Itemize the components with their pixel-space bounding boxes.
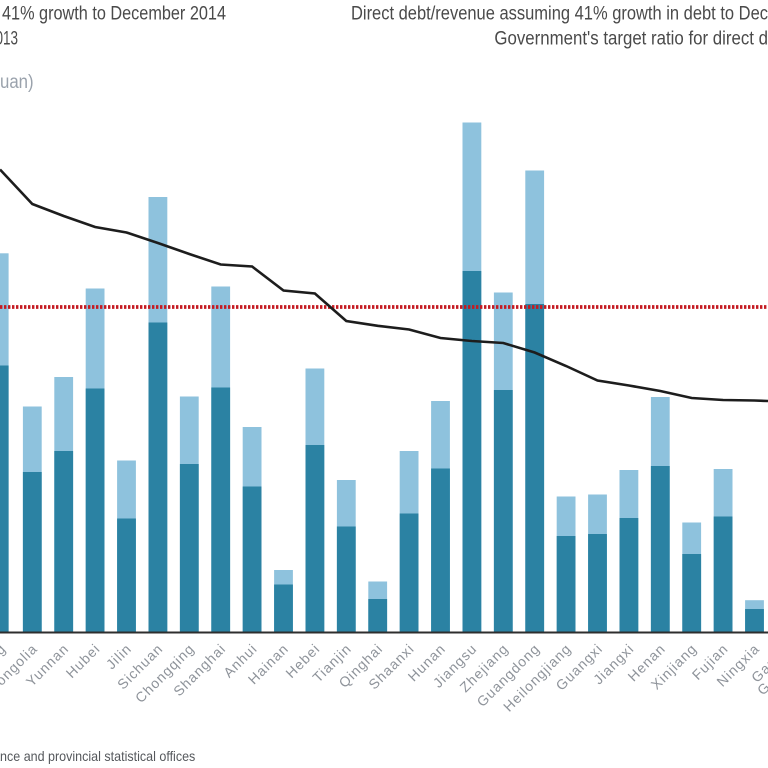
svg-text:Sources: Ministry of Finance a: Sources: Ministry of Finance and provinc… — [0, 748, 195, 764]
svg-text:013: 013 — [0, 29, 18, 50]
svg-text:uan): uan) — [0, 72, 34, 93]
svg-text:41% growth to December 2014: 41% growth to December 2014 — [2, 4, 226, 25]
svg-text:Government's target ratio for: Government's target ratio for direct deb… — [494, 29, 768, 50]
svg-text:Direct debt/revenue assuming 4: Direct debt/revenue assuming 41% growth … — [351, 4, 768, 25]
